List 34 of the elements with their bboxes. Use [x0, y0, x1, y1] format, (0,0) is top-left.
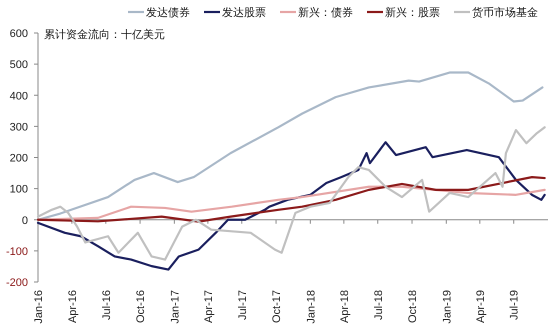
x-tick-label: Jan-18 [305, 290, 318, 324]
x-tick-label: Jan-19 [441, 290, 454, 324]
line-series [36, 176, 546, 223]
x-tick-label: Apr-18 [338, 290, 351, 324]
x-tick-label: Apr-17 [202, 290, 215, 324]
y-tick-label: 300 [10, 121, 28, 134]
legend-label: 新兴：股票 [385, 6, 440, 19]
legend-label: 发达股票 [222, 6, 266, 19]
y-tick-label: -100 [6, 246, 28, 258]
x-tick-label: Jul-19 [508, 290, 521, 320]
x-tick-label: Jan-17 [169, 290, 182, 324]
y-tick-label: 200 [10, 152, 28, 164]
x-tick-label: Jul-18 [372, 290, 385, 320]
line-series [36, 126, 546, 261]
y-tick-label: -200 [6, 277, 28, 289]
y-tick-label: 600 [10, 28, 28, 40]
y-tick-label: 100 [10, 184, 28, 196]
x-tick-label: Apr-19 [474, 290, 487, 324]
x-tick-label: Apr-16 [66, 290, 79, 324]
x-tick-label: Jan-16 [33, 290, 45, 324]
x-tick-label: Oct-18 [407, 290, 420, 324]
x-tick-label: Jul-16 [100, 290, 113, 320]
line-series [36, 71, 544, 221]
line-series [36, 141, 546, 271]
x-tick-label: Oct-17 [271, 290, 284, 324]
x-tick-label: Oct-16 [135, 290, 148, 324]
y-tick-label: 0 [22, 214, 28, 227]
y-tick-label: 500 [10, 59, 28, 72]
annotation: 累计资金流向：十亿美元 [44, 28, 165, 41]
legend-label: 新兴：债券 [298, 6, 353, 19]
legend-label: 发达债券 [146, 6, 190, 19]
legend-label: 货币市场基金 [472, 6, 538, 19]
y-tick-label: 400 [10, 90, 28, 102]
x-tick-label: Jul-17 [236, 290, 249, 320]
